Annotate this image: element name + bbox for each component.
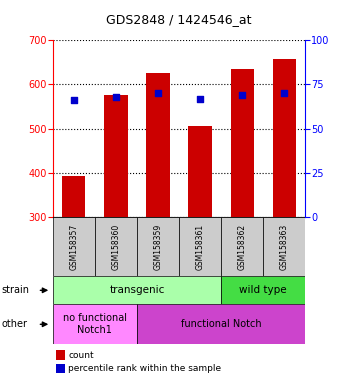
- Bar: [179, 217, 221, 276]
- Point: [113, 94, 119, 100]
- Bar: [53, 304, 137, 344]
- Point: [71, 97, 77, 103]
- Bar: [146, 73, 169, 217]
- Bar: [231, 69, 254, 217]
- Bar: [53, 217, 95, 276]
- Point: [197, 96, 203, 102]
- Bar: [221, 276, 305, 304]
- Text: transgenic: transgenic: [109, 285, 165, 295]
- Text: no functional
Notch1: no functional Notch1: [63, 313, 127, 335]
- Bar: [189, 126, 212, 217]
- Text: GSM158357: GSM158357: [69, 223, 78, 270]
- Text: other: other: [2, 319, 28, 329]
- Text: GDS2848 / 1424546_at: GDS2848 / 1424546_at: [106, 13, 252, 26]
- Bar: [137, 304, 305, 344]
- Bar: [62, 176, 86, 217]
- Bar: [56, 350, 65, 360]
- Bar: [137, 217, 179, 276]
- Text: percentile rank within the sample: percentile rank within the sample: [68, 364, 221, 373]
- Bar: [53, 276, 221, 304]
- Text: GSM158360: GSM158360: [112, 223, 120, 270]
- Text: GSM158363: GSM158363: [280, 223, 289, 270]
- Text: GSM158361: GSM158361: [195, 223, 205, 270]
- Text: GSM158362: GSM158362: [238, 223, 247, 270]
- Text: strain: strain: [2, 285, 30, 295]
- Text: GSM158359: GSM158359: [153, 223, 163, 270]
- Bar: [95, 217, 137, 276]
- Point: [239, 92, 245, 98]
- Bar: [263, 217, 305, 276]
- Bar: [104, 94, 128, 217]
- Bar: [221, 217, 263, 276]
- Point: [281, 90, 287, 96]
- Point: [155, 90, 161, 96]
- Bar: [56, 364, 65, 373]
- Text: count: count: [68, 351, 94, 360]
- Text: wild type: wild type: [239, 285, 287, 295]
- Text: functional Notch: functional Notch: [181, 319, 262, 329]
- Bar: [272, 59, 296, 217]
